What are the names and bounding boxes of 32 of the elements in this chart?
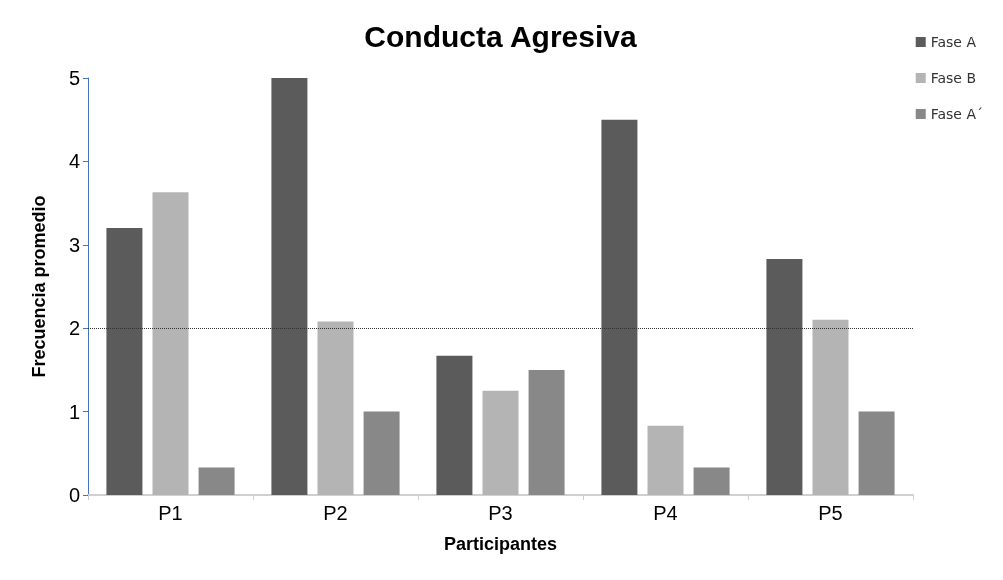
bar (152, 192, 189, 495)
x-axis-title: Participantes (443, 534, 558, 554)
y-axis-title: Frecuencia promedio (29, 195, 49, 378)
x-tick-label: P4 (653, 502, 678, 524)
bar (482, 390, 519, 495)
bar (363, 411, 400, 495)
bar (317, 321, 354, 495)
legend-label: Fase A (930, 34, 977, 50)
y-tick-label: 2 (68, 317, 80, 340)
chart-title: Conducta Agresiva (364, 19, 637, 53)
x-tick-label: P5 (818, 502, 843, 524)
x-tick-label: P1 (158, 502, 183, 524)
legend-label: Fase B (930, 70, 977, 86)
y-tick-label: 3 (68, 233, 80, 256)
x-tick-label: P3 (488, 502, 513, 524)
y-tick-label: 1 (68, 400, 80, 423)
bar (858, 411, 895, 495)
legend-label: Fase A´ (930, 106, 983, 122)
y-tick-label: 5 (68, 67, 80, 89)
bar (106, 228, 143, 495)
bar (436, 355, 473, 495)
bar (528, 369, 565, 495)
bar (647, 425, 684, 495)
bar (812, 319, 849, 495)
y-tick-label: 4 (68, 150, 80, 173)
x-tick-label: P2 (323, 502, 348, 524)
bar (198, 467, 235, 495)
y-tick-label: 0 (68, 484, 80, 506)
bar (693, 467, 730, 495)
bar (601, 119, 638, 495)
bar (766, 258, 803, 495)
bar (271, 78, 308, 495)
